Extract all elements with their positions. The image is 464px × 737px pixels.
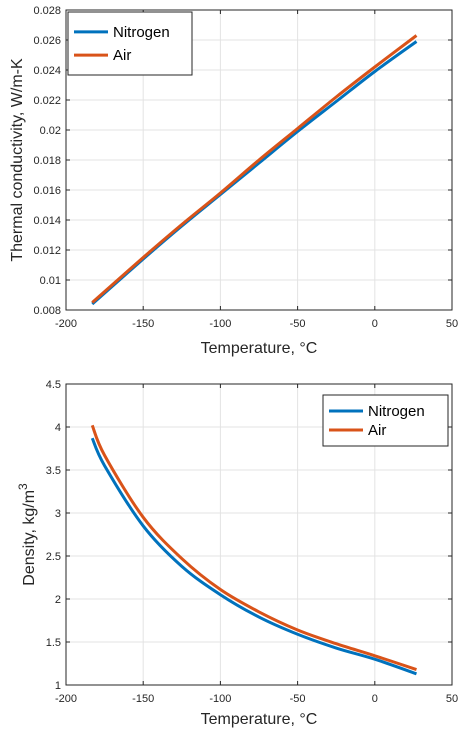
y-tick-label: 2 — [55, 594, 61, 606]
y-tick-label: 1.5 — [46, 637, 61, 649]
x-axis-label: Temperature, °C — [201, 711, 318, 728]
legend-label-nitrogen: Nitrogen — [368, 403, 425, 420]
y-tick-label: 0.018 — [33, 155, 61, 167]
y-tick-label: 3 — [55, 508, 61, 520]
plot-frame — [65, 383, 453, 686]
x-tick-label: 0 — [372, 693, 378, 705]
x-tick-label: 50 — [446, 693, 458, 705]
y-tick-label: 0.016 — [33, 185, 61, 197]
y-axis-label-superscript: 3 — [16, 483, 30, 490]
x-tick-label: -200 — [55, 318, 77, 330]
y-tick-label: 0.028 — [33, 5, 61, 17]
legend-label-nitrogen: Nitrogen — [113, 24, 170, 41]
y-tick-label: 0.026 — [33, 35, 61, 47]
x-tick-label: -100 — [209, 693, 231, 705]
series-line-nitrogen — [91, 40, 418, 306]
y-tick-label: 2.5 — [46, 551, 61, 563]
density-chart: -200 -150 -100 -50 0 50 1 1.5 2 2.5 3 3.5 4 4.5 Tempe… — [16, 379, 458, 728]
chart-series — [91, 34, 418, 306]
chart-series — [90, 424, 417, 676]
axis-ticks: -200 -150 -100 -50 0 50 1 1.5 2 2.5 3 3.5 4 4.5 — [46, 379, 458, 705]
x-tick-label: -200 — [55, 693, 77, 705]
y-axis-label: Thermal conductivity, W/m-K — [9, 58, 26, 262]
legend-box — [322, 394, 449, 447]
x-tick-label: -150 — [132, 693, 154, 705]
y-axis-label: Density, kg/m3 — [16, 483, 38, 586]
legend: Nitrogen Air — [322, 394, 449, 447]
series-line-nitrogen — [90, 437, 417, 676]
legend-label-air: Air — [113, 47, 131, 64]
y-tick-label: 0.022 — [33, 95, 61, 107]
series-line-air — [91, 34, 418, 304]
x-tick-label: 0 — [372, 318, 378, 330]
y-tick-label: 3.5 — [46, 465, 61, 477]
x-tick-label: -150 — [132, 318, 154, 330]
x-tick-label: -100 — [209, 318, 231, 330]
y-tick-label: 0.024 — [33, 65, 61, 77]
x-tick-label: -50 — [290, 693, 306, 705]
y-axis-label-main: Density, kg/m — [21, 490, 38, 586]
x-tick-label: 50 — [446, 318, 458, 330]
legend-label-air: Air — [368, 422, 386, 439]
y-tick-label: 4.5 — [46, 379, 61, 391]
y-tick-label: 0.014 — [33, 215, 61, 227]
y-tick-label: 0.02 — [40, 125, 61, 137]
legend-box — [67, 11, 193, 76]
x-tick-label: -50 — [290, 318, 306, 330]
y-tick-label: 0.01 — [40, 275, 61, 287]
y-tick-label: 0.012 — [33, 245, 61, 257]
y-tick-label: 1 — [55, 680, 61, 692]
x-axis-label: Temperature, °C — [201, 340, 318, 357]
y-tick-label: 4 — [55, 422, 61, 434]
axis-ticks: -200 -150 -100 -50 0 50 0.008 0.01 0.012 0.014 0.0… — [33, 5, 458, 330]
legend: Nitrogen Air — [67, 11, 193, 76]
y-tick-label: 0.008 — [33, 305, 61, 317]
thermal-conductivity-chart: -200 -150 -100 -50 0 50 0.008 0.01 0.012 0.014 0.0… — [9, 5, 458, 357]
series-line-air — [90, 424, 417, 671]
